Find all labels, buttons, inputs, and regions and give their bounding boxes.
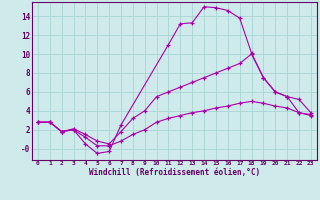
X-axis label: Windchill (Refroidissement éolien,°C): Windchill (Refroidissement éolien,°C) [89, 168, 260, 177]
